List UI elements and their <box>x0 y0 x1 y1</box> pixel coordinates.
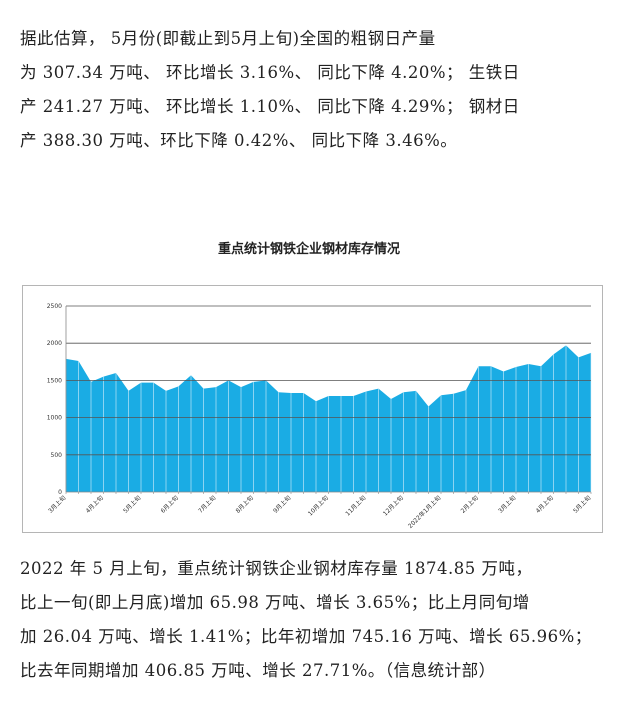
chart-frame: 0 500 1000 1500 2000 2500 3月上旬 4月上旬 5月上旬 6月上旬 7月上旬… <box>22 285 603 533</box>
y-tick-label: 1500 <box>47 377 62 384</box>
x-tick-label: 4月上旬 <box>534 494 555 515</box>
intro-paragraph-line: 据此估算， 5月份(即截止到5月上旬)全国的粗钢日产量 <box>20 29 436 48</box>
y-tick-label: 1000 <box>47 415 62 422</box>
intro-paragraph: 据此估算， 5月份(即截止到5月上旬)全国的粗钢日产量 为 307.34 万吨、… <box>20 22 600 158</box>
x-tick-label: 5月上旬 <box>571 494 592 515</box>
x-tick-label: 7月上旬 <box>196 494 217 515</box>
y-tick-label: 500 <box>51 452 63 459</box>
x-tick-label: 6月上旬 <box>159 494 180 515</box>
summary-paragraph-line: 比上一旬(即上月底)增加 65.98 万吨、增长 3.65%；比上月同旬增 <box>20 593 530 612</box>
x-tick-label: 9月上旬 <box>271 494 292 515</box>
x-tick-label: 8月上旬 <box>234 494 255 515</box>
y-tick-label: 2000 <box>47 340 62 347</box>
summary-paragraph-line: 2022 年 5 月上旬，重点统计钢铁企业钢材库存量 1874.85 万吨， <box>20 559 533 578</box>
x-tick-label: 12月上旬 <box>381 494 405 518</box>
y-tick-label: 2500 <box>47 303 62 310</box>
x-tick-label: 10月上旬 <box>306 494 330 518</box>
x-tick-label: 11月上旬 <box>344 494 368 518</box>
inventory-area-chart: 0 500 1000 1500 2000 2500 3月上旬 4月上旬 5月上旬 6月上旬 7月上旬… <box>46 303 592 530</box>
x-tick-label: 2月上旬 <box>459 494 480 515</box>
intro-paragraph-line: 为 307.34 万吨、 环比增长 3.16%、 同比下降 4.20%； 生铁日 <box>20 63 520 82</box>
x-tick-label: 4月上旬 <box>84 494 105 515</box>
summary-paragraph-line: 比去年同期增加 406.85 万吨、增长 27.71%。（信息统计部） <box>20 661 496 680</box>
x-tick-label: 3月上旬 <box>46 494 67 515</box>
x-tick-label: 2022年1月上旬 <box>406 494 442 530</box>
intro-paragraph-line: 产 388.30 万吨、环比下降 0.42%、 同比下降 3.46%。 <box>20 131 458 150</box>
summary-paragraph-line: 加 26.04 万吨、增长 1.41%；比年初增加 745.16 万吨、增长 6… <box>20 627 592 646</box>
y-tick-label: 0 <box>58 489 62 496</box>
x-tick-label: 3月上旬 <box>496 494 517 515</box>
chart-title: 重点统计钢铁企业钢材库存情况 <box>217 242 400 257</box>
x-tick-label: 5月上旬 <box>121 494 142 515</box>
intro-paragraph-line: 产 241.27 万吨、 环比增长 1.10%、 同比下降 4.29%； 钢材日 <box>20 97 520 116</box>
summary-paragraph: 2022 年 5 月上旬，重点统计钢铁企业钢材库存量 1874.85 万吨， 比… <box>20 552 600 688</box>
